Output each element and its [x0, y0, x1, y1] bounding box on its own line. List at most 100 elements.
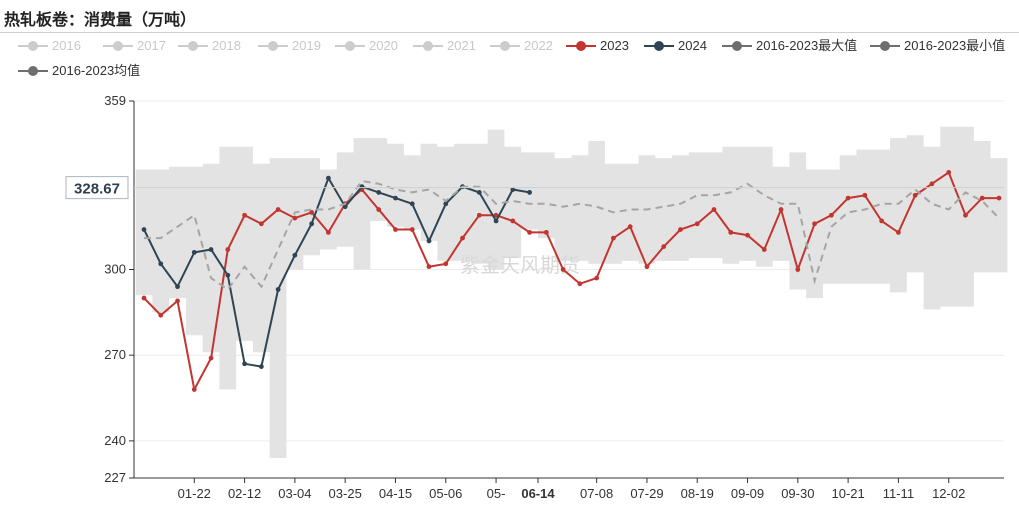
- x-tick-label: 12-02: [932, 486, 965, 501]
- series-point-2023: [795, 267, 801, 272]
- legend-label: 2021: [447, 38, 476, 53]
- series-point-2024: [208, 247, 214, 252]
- series-point-2024: [292, 252, 298, 258]
- series-line-2023: [143, 170, 999, 393]
- series-point-2023: [845, 195, 851, 201]
- series-point-2023: [493, 212, 499, 218]
- series-point-2024: [393, 195, 398, 201]
- legend-symbol-icon: [18, 66, 48, 76]
- chart-title: 热轧板卷：消费量（万吨）: [4, 12, 197, 29]
- series-point-2024: [510, 187, 516, 192]
- max-min-band: [135, 126, 1008, 458]
- series-point-2023: [158, 312, 164, 318]
- series-point-2023: [929, 181, 935, 187]
- series-point-2024: [342, 204, 348, 210]
- y-tick-label: 227: [104, 470, 126, 485]
- series-point-2023: [393, 227, 398, 232]
- legend-symbol-icon: [103, 41, 133, 51]
- series-point-2024: [443, 201, 449, 207]
- x-tick-label: 02-12: [228, 486, 261, 501]
- series-point-2023: [946, 170, 952, 175]
- legend-label: 2020: [369, 38, 398, 53]
- series-point-2023: [661, 244, 667, 250]
- series-point-2024: [493, 218, 499, 224]
- x-tick-label: 09-30: [781, 486, 814, 501]
- series-point-2024: [242, 361, 247, 367]
- legend-symbol-icon: [18, 41, 48, 51]
- series-point-2024: [191, 249, 197, 255]
- x-tick-label: 10-21: [831, 486, 864, 501]
- series-point-2024: [426, 238, 432, 244]
- series-point-2023: [577, 281, 583, 287]
- series-point-2023: [862, 192, 868, 198]
- x-tick-label: 08-19: [681, 486, 714, 501]
- x-tick-label: 04-15: [379, 486, 412, 501]
- series-point-2023: [611, 235, 616, 241]
- series-point-2024: [359, 184, 365, 190]
- series-point-2023: [309, 209, 315, 215]
- legend-symbol-icon: [335, 41, 365, 51]
- series-point-2023: [745, 232, 750, 238]
- series-point-2023: [208, 355, 214, 361]
- series-point-2024: [158, 261, 164, 267]
- legend-symbol-icon: [413, 41, 443, 51]
- series-line-2016-2023均值: [144, 179, 1000, 291]
- series-point-2023: [225, 247, 231, 252]
- series-point-2024: [275, 287, 281, 292]
- series-point-2023: [326, 229, 331, 235]
- series-point-2023: [711, 207, 717, 212]
- series-point-2023: [678, 227, 683, 232]
- title-divider: [0, 32, 1019, 33]
- legend-symbol-icon: [258, 41, 288, 51]
- series-point-2023: [242, 212, 247, 218]
- series-point-2023: [778, 207, 784, 212]
- legend-label: 2023: [600, 38, 629, 53]
- series-point-2023: [426, 264, 432, 270]
- series-point-2024: [258, 364, 264, 370]
- legend-symbol-icon: [490, 41, 520, 51]
- series-point-2024: [141, 227, 147, 232]
- series-point-2023: [460, 235, 465, 241]
- series-point-2023: [694, 221, 700, 227]
- x-tick-label: 09-09: [731, 486, 764, 501]
- legend-label: 2016-2023均值: [52, 63, 141, 78]
- legend-symbol-icon: [178, 41, 208, 51]
- series-point-2024: [409, 201, 415, 207]
- legend-symbol-icon: [722, 41, 752, 51]
- series-point-2023: [275, 207, 281, 212]
- series-point-2023: [543, 229, 549, 235]
- series-point-2023: [560, 267, 566, 272]
- pointer-label: 328.67: [74, 181, 120, 198]
- series-point-2023: [644, 264, 650, 270]
- series-point-2024: [309, 221, 315, 227]
- series-point-2023: [376, 207, 382, 212]
- series-point-2024: [527, 189, 532, 195]
- x-tick-label: 11-11: [883, 486, 914, 501]
- x-tick-label: 06-14: [521, 486, 555, 501]
- series-point-2023: [896, 229, 901, 235]
- series-point-2024: [326, 175, 331, 181]
- pointer-label-box: [65, 176, 129, 200]
- watermark: 紫金天风期货: [460, 254, 580, 277]
- x-tick-label: 05-: [487, 486, 506, 501]
- series-point-2023: [761, 247, 767, 252]
- y-tick-label: 300: [104, 262, 126, 277]
- series-point-2023: [996, 195, 1002, 201]
- series-point-2023: [627, 224, 633, 230]
- series-point-2023: [409, 227, 415, 232]
- series-point-2023: [292, 215, 298, 221]
- legend-label: 2024: [678, 38, 707, 53]
- series-point-2023: [191, 387, 197, 392]
- legend-label: 2018: [212, 38, 241, 53]
- series-point-2023: [258, 221, 264, 227]
- legend-label: 2022: [524, 38, 553, 53]
- series-point-2023: [828, 212, 834, 218]
- series-point-2023: [443, 261, 449, 267]
- y-tick-label: 240: [104, 433, 126, 448]
- y-tick-label: 359: [104, 93, 126, 108]
- series-point-2023: [141, 295, 147, 301]
- legend-symbol-icon: [566, 41, 596, 51]
- legend-label: 2016-2023最大值: [756, 38, 858, 53]
- series-point-2024: [476, 189, 482, 195]
- legend-label: 2016: [52, 38, 81, 53]
